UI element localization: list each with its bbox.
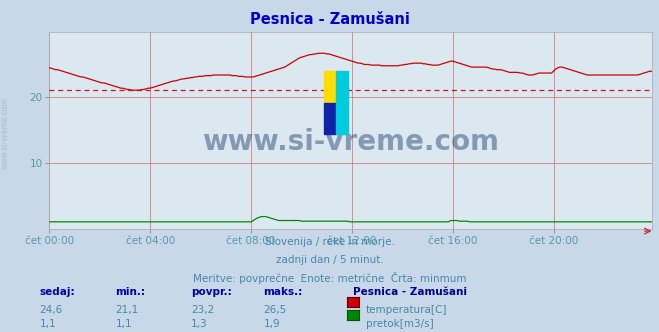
- Text: Pesnica - Zamušani: Pesnica - Zamušani: [250, 12, 409, 27]
- Text: 1,3: 1,3: [191, 319, 208, 329]
- Text: pretok[m3/s]: pretok[m3/s]: [366, 319, 434, 329]
- Text: Meritve: povprečne  Enote: metrične  Črta: minmum: Meritve: povprečne Enote: metrične Črta:…: [192, 272, 467, 284]
- Text: Pesnica - Zamušani: Pesnica - Zamušani: [353, 287, 467, 297]
- Text: min.:: min.:: [115, 287, 146, 297]
- Text: www.si-vreme.com: www.si-vreme.com: [202, 128, 500, 156]
- Text: zadnji dan / 5 minut.: zadnji dan / 5 minut.: [275, 255, 384, 265]
- Text: povpr.:: povpr.:: [191, 287, 232, 297]
- Text: temperatura[C]: temperatura[C]: [366, 305, 447, 315]
- Text: 1,1: 1,1: [40, 319, 56, 329]
- Text: 21,1: 21,1: [115, 305, 138, 315]
- Text: 23,2: 23,2: [191, 305, 214, 315]
- Text: maks.:: maks.:: [264, 287, 303, 297]
- Text: www.si-vreme.com: www.si-vreme.com: [1, 97, 10, 169]
- Text: 24,6: 24,6: [40, 305, 63, 315]
- Text: Slovenija / reke in morje.: Slovenija / reke in morje.: [264, 237, 395, 247]
- Text: 26,5: 26,5: [264, 305, 287, 315]
- Text: 1,9: 1,9: [264, 319, 280, 329]
- Text: sedaj:: sedaj:: [40, 287, 75, 297]
- Text: 1,1: 1,1: [115, 319, 132, 329]
